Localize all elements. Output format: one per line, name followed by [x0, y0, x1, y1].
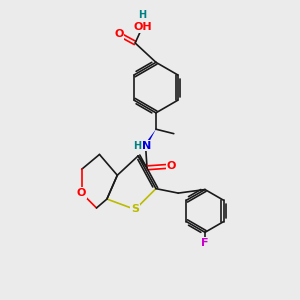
Text: O: O [167, 161, 176, 171]
Text: O: O [114, 29, 124, 39]
Text: O: O [77, 188, 86, 198]
Text: S: S [131, 204, 139, 214]
Polygon shape [144, 129, 156, 146]
Text: F: F [201, 238, 209, 248]
Text: N: N [142, 140, 152, 151]
Text: H: H [133, 140, 141, 151]
Text: OH: OH [133, 22, 152, 32]
Text: H: H [139, 11, 147, 20]
